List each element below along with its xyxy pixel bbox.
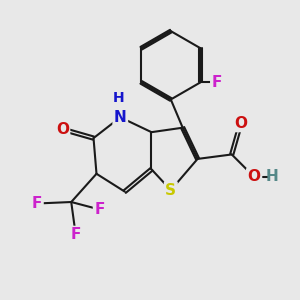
Text: F: F <box>70 227 81 242</box>
Text: O: O <box>248 169 260 184</box>
Text: O: O <box>234 116 247 131</box>
Text: H: H <box>113 91 124 105</box>
Text: O: O <box>56 122 69 137</box>
Text: F: F <box>212 75 222 90</box>
Text: F: F <box>94 202 105 217</box>
Text: F: F <box>32 196 42 211</box>
Text: N: N <box>114 110 127 125</box>
Text: H: H <box>266 169 279 184</box>
Text: S: S <box>165 183 176 198</box>
